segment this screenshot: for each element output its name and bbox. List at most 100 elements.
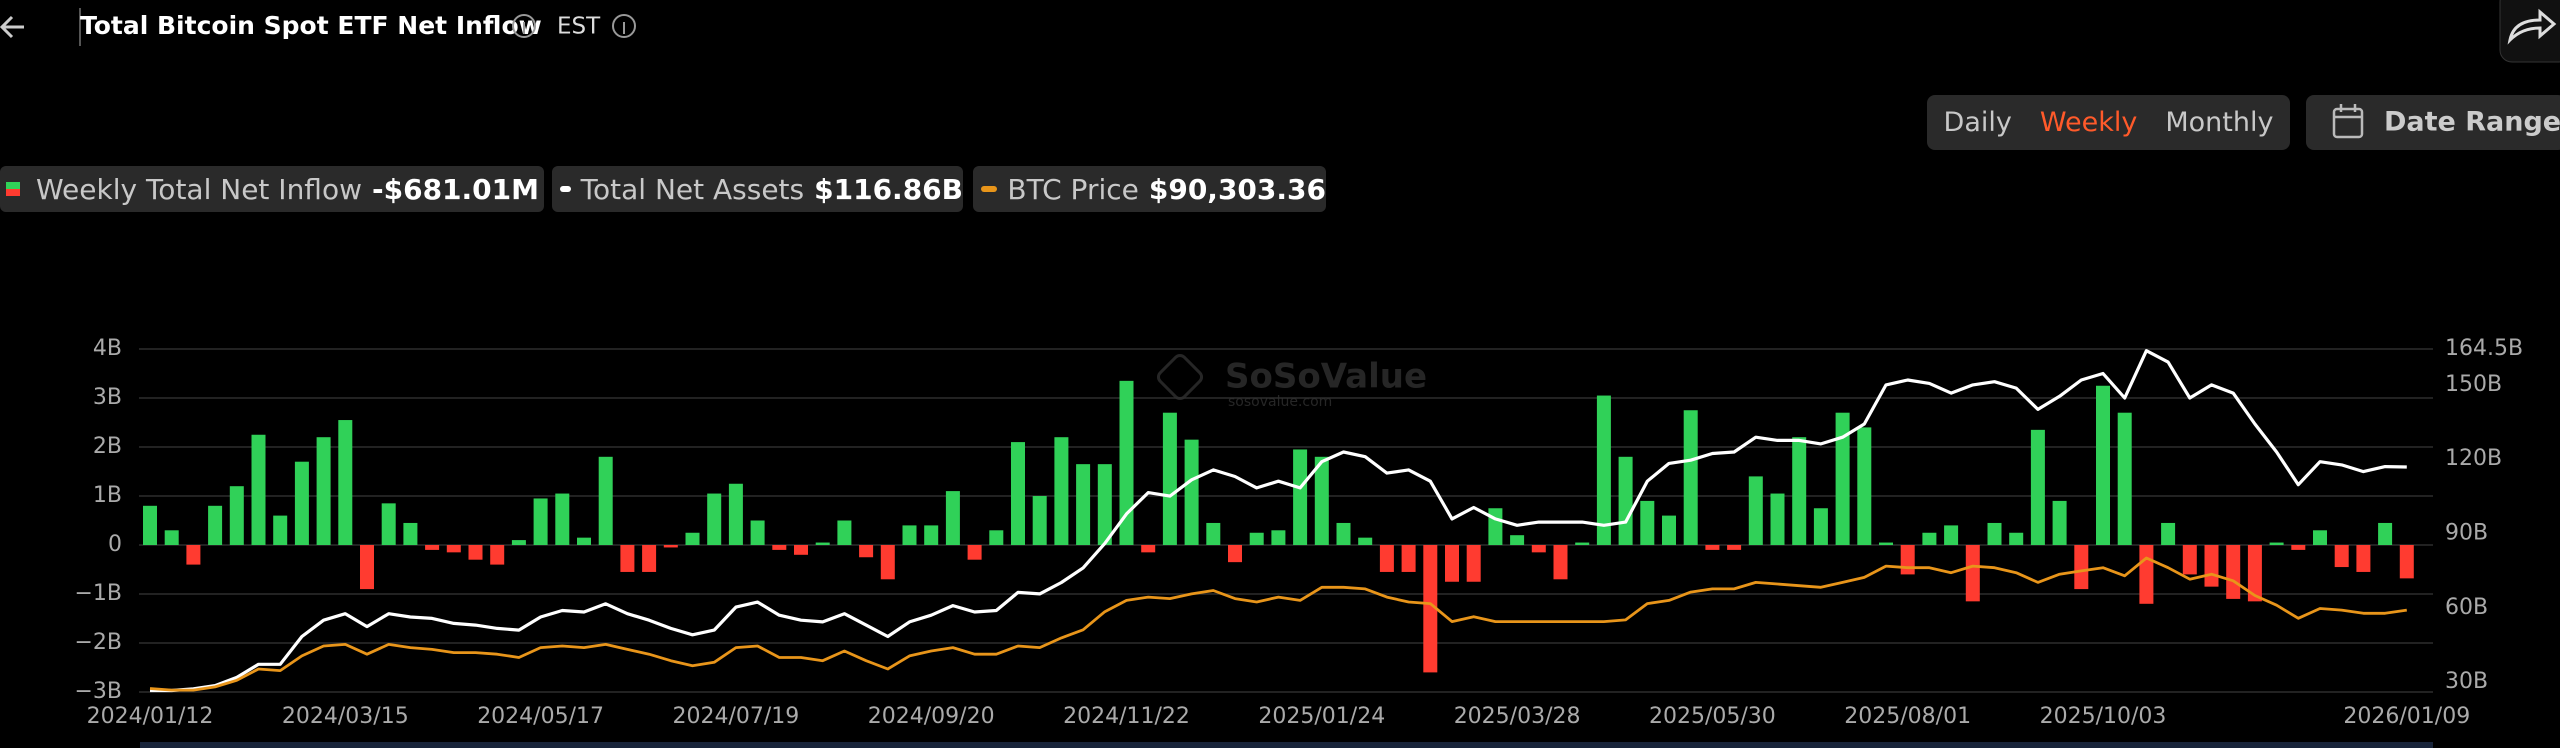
bar [1228,545,1242,563]
y2-tick-label: 30B [2445,669,2488,694]
x-tick-label: 2025/08/01 [1844,704,1971,729]
bar [2052,500,2067,545]
bar [208,505,223,545]
bar [1879,542,1893,545]
bar [2313,530,2327,545]
date-range-label[interactable]: Date Range [2384,107,2560,138]
bar [1206,522,1221,545]
bar [446,545,461,553]
bar [1683,410,1698,545]
bar [1184,439,1199,545]
y-tick-label: 0 [108,532,122,557]
period-button[interactable]: Weekly [2039,107,2138,138]
bar [750,520,765,545]
bar [902,525,917,545]
legend-item[interactable]: Weekly Total Net Inflow -$681.01M [0,166,544,212]
bar [642,545,657,572]
bar [316,437,331,545]
bar [2269,542,2284,545]
bar [1076,464,1091,545]
legend-swatch [560,186,571,192]
bar [555,493,570,545]
bar [2334,545,2349,568]
bar [1770,493,1785,545]
bar [794,545,808,555]
legend-item[interactable]: Total Net Assets $116.86B [552,166,963,212]
bar [2204,545,2219,587]
bar [143,505,157,545]
bar [2117,412,2132,545]
bar [707,493,722,545]
bar [1922,532,1937,545]
x-tick-label: 2024/01/12 [87,704,214,729]
bar [251,434,266,545]
bar [1358,537,1373,545]
bar [2378,522,2393,545]
x-tick-label: 2025/03/28 [1454,704,1581,729]
bar [1748,476,1763,545]
bar [294,461,309,545]
bar [2009,532,2024,545]
period-switch [1927,95,2290,150]
bar [403,522,418,545]
bar [490,545,505,565]
bar [815,542,830,545]
bar [1119,380,1134,545]
bar [1011,442,1025,545]
bar [1553,545,1568,580]
timezone: EST [557,14,601,40]
bar [2399,545,2414,579]
watermark-site: sosovalue.com [1228,394,1332,410]
watermark-brand: SoSoValue [1225,357,1427,397]
bar [1249,532,1264,545]
y-tick-label: 2B [93,434,122,459]
share-button[interactable] [2499,0,2560,63]
bar [360,545,374,590]
bar [2291,545,2306,550]
bar [1965,545,1980,602]
bottom-strip [140,742,2433,748]
bar [663,545,678,548]
info-icon[interactable] [612,14,636,38]
bar [1293,449,1308,545]
back-arrow[interactable] [0,15,24,39]
y-tick-label: 4B [93,336,122,361]
bar [1271,530,1286,545]
bar [1900,545,1915,575]
bar [945,491,960,545]
y2-tick-label: 120B [2445,446,2502,471]
bar [2139,545,2154,604]
bar [2030,429,2045,545]
x-tick-label: 2024/03/15 [282,704,409,729]
y-tick-label: −2B [74,630,122,655]
period-button[interactable]: Monthly [2165,107,2274,138]
bar [1314,456,1329,545]
bar [1813,508,1828,545]
bar [2182,545,2197,575]
bar [1162,412,1177,545]
bar [1944,525,1959,545]
period-button[interactable]: Daily [1943,107,2012,138]
date-range-button[interactable] [2306,95,2560,150]
legend-value: -$681.01M [371,172,539,206]
info-icon[interactable] [512,14,536,38]
bar [338,420,353,545]
y2-tick-label: 90B [2445,521,2488,546]
bar [859,545,874,558]
bar [772,545,787,550]
bar [1596,395,1611,545]
bar [598,456,613,545]
bar [1531,545,1546,553]
legend-item[interactable]: BTC Price $90,303.36 [973,166,1326,212]
period-buttons: Daily Weekly Monthly [1927,95,2290,150]
line [150,349,2407,693]
legend-name: Weekly Total Net Inflow [36,172,362,206]
bar [620,545,635,572]
bar [468,545,483,560]
bar [1575,542,1590,545]
bar [880,545,895,580]
bar [1097,464,1112,545]
y2-tick-label: 150B [2445,372,2502,397]
